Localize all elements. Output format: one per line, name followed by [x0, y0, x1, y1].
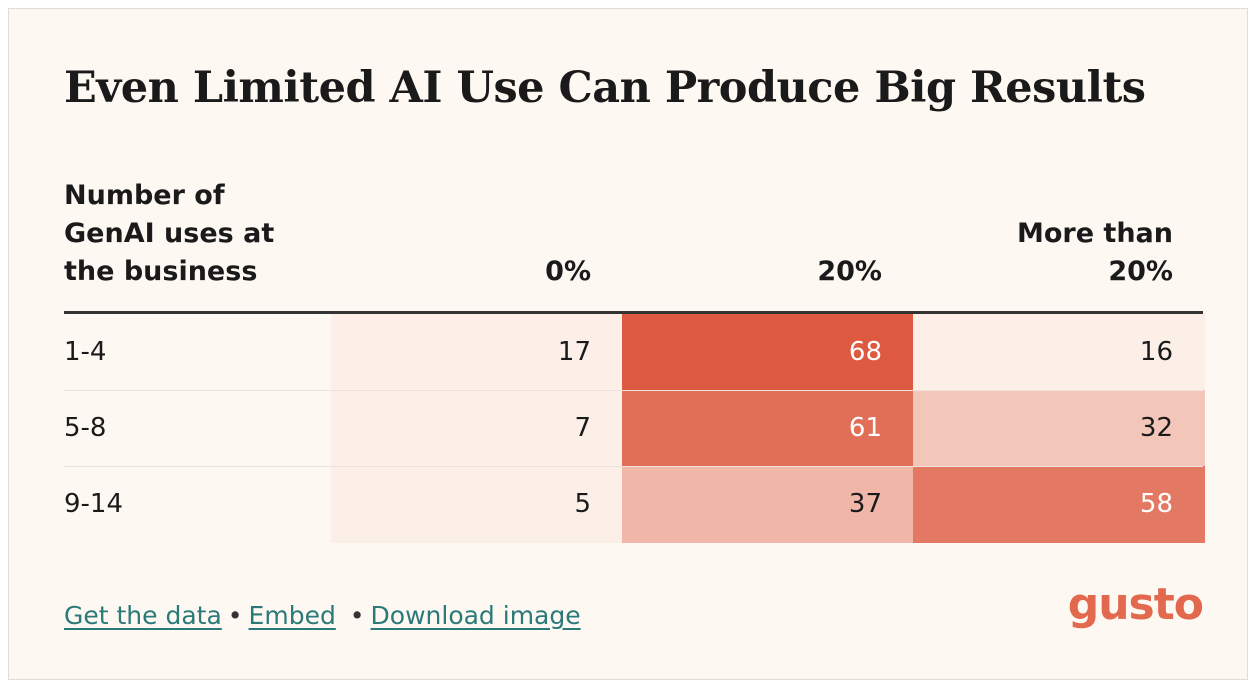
- heat-cell-0-1: 68: [622, 314, 914, 391]
- heat-cell-1-1: 61: [622, 390, 914, 467]
- table-row: 1-4 17 68 16: [64, 314, 1205, 391]
- row-label: 5-8: [64, 413, 107, 443]
- heatmap-table: Number of GenAI uses at the business 0% …: [64, 179, 1205, 543]
- heat-cell-0-2: 16: [913, 314, 1205, 391]
- heat-cell-2-0: 5: [331, 466, 623, 543]
- heat-cell-1-0: 7: [331, 390, 623, 467]
- footer-separator: •: [227, 601, 243, 630]
- heat-cell-2-2: 58: [913, 466, 1205, 543]
- heat-cell-1-2: 32: [913, 390, 1205, 467]
- download-image-link[interactable]: Download image: [370, 601, 581, 630]
- embed-link[interactable]: Embed: [248, 601, 336, 630]
- table-header: Number of GenAI uses at the business 0% …: [64, 179, 1203, 314]
- row-label: 1-4: [64, 337, 107, 367]
- heat-cell-0-0: 17: [331, 314, 623, 391]
- column-header-0: 0%: [545, 256, 591, 287]
- gusto-logo: gusto: [1067, 579, 1204, 630]
- row-label: 9-14: [64, 489, 124, 519]
- table-row: 5-8 7 61 32: [64, 390, 1205, 467]
- get-data-link[interactable]: Get the data: [64, 601, 222, 630]
- heat-cell-2-1: 37: [622, 466, 914, 543]
- column-header-1: 20%: [817, 256, 882, 287]
- footer-separator: •: [349, 601, 365, 630]
- chart-title: Even Limited AI Use Can Produce Big Resu…: [64, 63, 1146, 113]
- table-row: 9-14 5 37 58: [64, 466, 1205, 543]
- footer-links: Get the data • Embed • Download image: [64, 601, 581, 630]
- row-header-label: Number of GenAI uses at the business: [64, 180, 275, 287]
- chart-card: Even Limited AI Use Can Produce Big Resu…: [8, 8, 1248, 680]
- column-header-2: More than 20%: [1016, 218, 1173, 287]
